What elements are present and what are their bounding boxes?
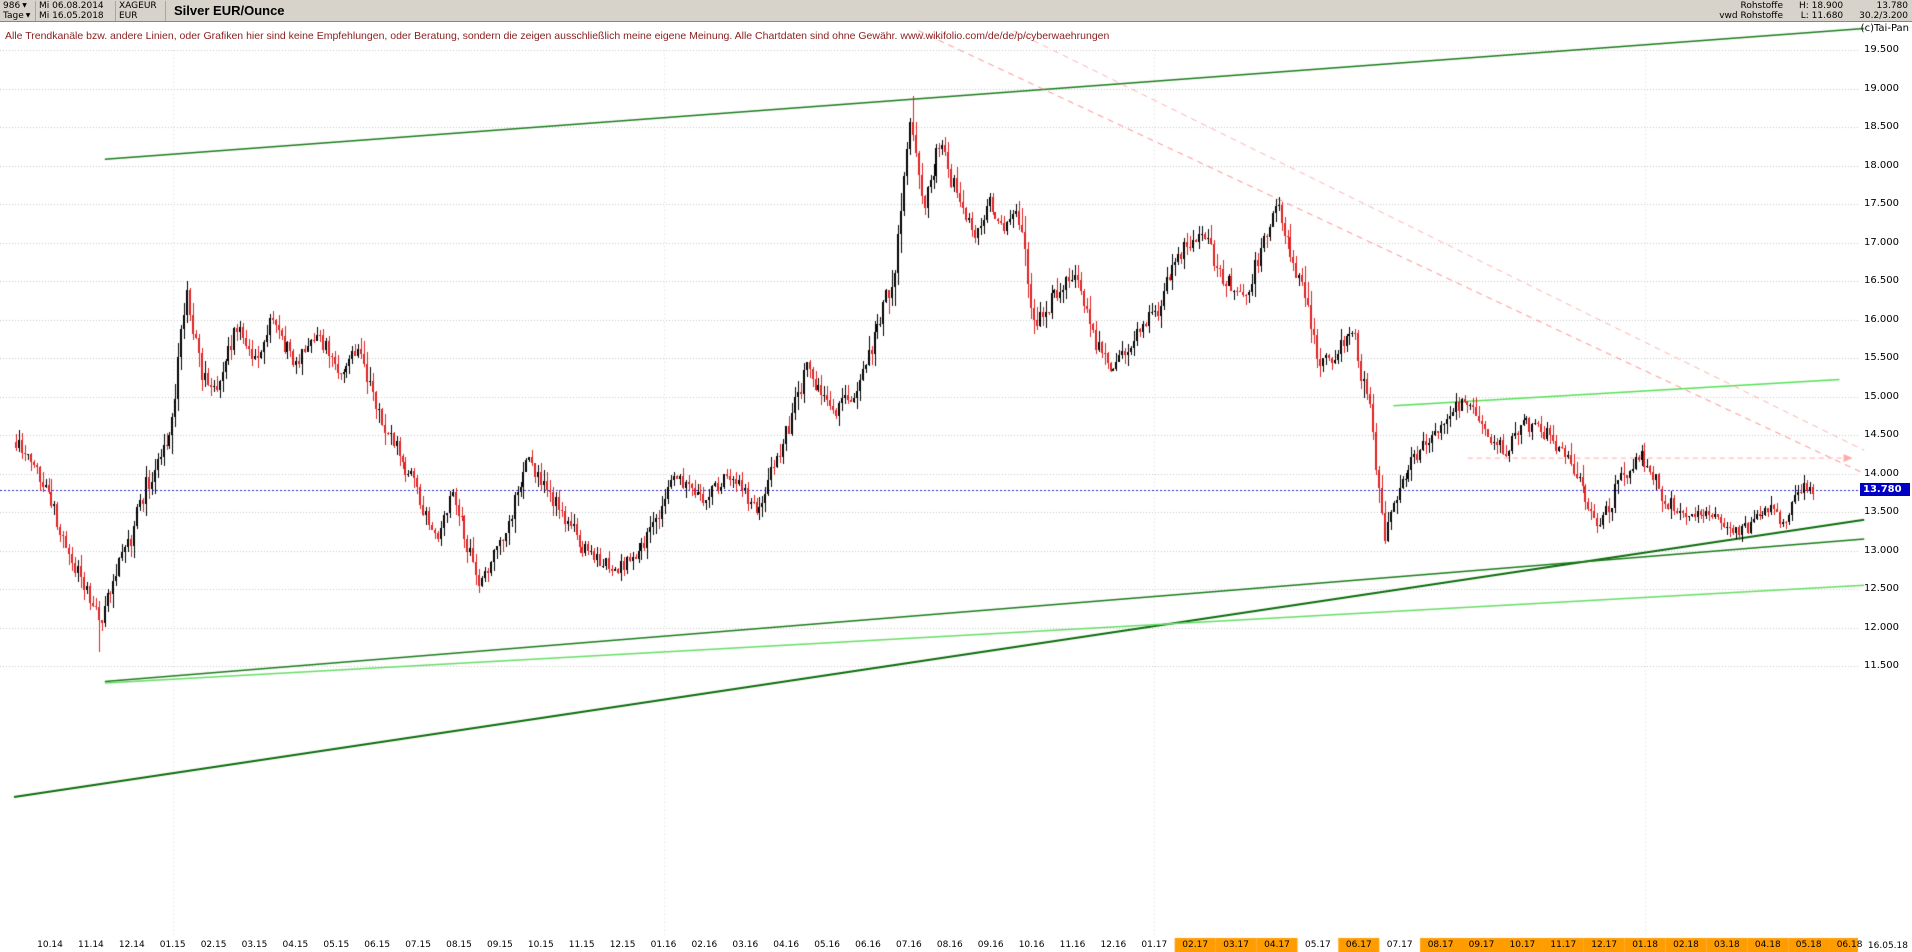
time-axis-label: 07.16 (896, 940, 922, 950)
copyright-label: (c)Tai-Pan (1860, 23, 1909, 34)
time-axis-label: 03.17 (1223, 940, 1249, 950)
start-date-value: Mi 06.08.2014 (39, 1, 104, 11)
time-axis-label: 06.18 (1836, 940, 1863, 950)
quote-info-cluster: Rohstoffe H: 18.900 13.780 vwd Rohstoffe… (1719, 0, 1912, 21)
time-axis-label: 01.16 (650, 940, 677, 950)
price-axis-tick: 16.000 (1864, 313, 1899, 325)
time-axis-label: 06.16 (855, 940, 881, 950)
end-date-field[interactable]: Mi 16.05.2018 (36, 11, 116, 21)
price-axis-tick: 12.000 (1864, 621, 1899, 633)
time-axis-label: 05.17 (1305, 940, 1331, 950)
price-axis-tick: 17.000 (1864, 236, 1899, 248)
price-axis-tick: 16.500 (1864, 275, 1899, 286)
time-axis-label: 04.16 (773, 940, 800, 950)
time-axis-label: 09.17 (1468, 940, 1495, 950)
low-value-label: L: 11.680 (1800, 11, 1844, 21)
time-axis-label: 04.15 (282, 940, 309, 950)
candlestick-chart-canvas[interactable] (0, 22, 1912, 952)
symbol-value: XAGEUR (119, 1, 157, 11)
time-axis-label: 05.15 (323, 940, 350, 950)
bars-count-select[interactable]: 986 ▼ (0, 1, 36, 11)
time-axis-label: 02.18 (1673, 940, 1699, 950)
time-axis-label: 07.15 (405, 940, 431, 950)
time-axis-label: 08.17 (1427, 940, 1454, 950)
period-select[interactable]: Tage ▼ (0, 11, 36, 21)
current-price-tag: 13.780 (1860, 483, 1910, 497)
price-axis-tick: 14.500 (1864, 429, 1899, 440)
price-axis-tick: 18.500 (1864, 121, 1899, 132)
time-axis-label: 04.18 (1754, 940, 1781, 950)
time-axis-label: 10.17 (1509, 940, 1536, 950)
currency-label: EUR (116, 11, 166, 21)
time-axis-label: 03.18 (1714, 940, 1740, 950)
time-axis-label: 08.16 (936, 940, 963, 950)
start-date-field[interactable]: Mi 06.08.2014 (36, 1, 116, 11)
time-axis-label: 06.17 (1345, 940, 1372, 950)
end-date-value: Mi 16.05.2018 (39, 11, 104, 21)
time-axis-label: 04.17 (1264, 940, 1290, 950)
time-axis-label: 07.17 (1386, 940, 1413, 950)
high-value-label: H: 18.900 (1799, 1, 1844, 11)
toolbar: 986 ▼ Mi 06.08.2014 XAGEUR Tage ▼ Mi 16.… (0, 0, 1912, 22)
time-axis-label: 10.14 (37, 940, 63, 950)
price-axis-tick: 12.500 (1864, 583, 1899, 594)
time-axis-label: 08.15 (446, 940, 472, 950)
disclaimer-text: Alle Trendkanäle bzw. andere Linien, ode… (5, 30, 1110, 42)
symbol-label: XAGEUR (116, 1, 166, 11)
data-feed-label: vwd Rohstoffe (1719, 11, 1783, 21)
last-price-label: 13.780 (1876, 1, 1909, 11)
time-axis-label: 11.15 (568, 940, 595, 950)
time-axis-label: 12.16 (1100, 940, 1127, 950)
time-axis-label: 10.16 (1018, 940, 1045, 950)
time-axis-label: 03.15 (241, 940, 268, 950)
time-axis-label: 01.18 (1632, 940, 1658, 950)
chart-area: Alle Trendkanäle bzw. andere Linien, ode… (0, 22, 1912, 952)
time-axis-label: 12.17 (1591, 940, 1618, 950)
time-axis-label: 11.14 (78, 940, 104, 950)
chart-title: Silver EUR/Ounce (174, 3, 285, 18)
time-axis-label: 10.15 (527, 940, 554, 950)
time-axis-label: 03.16 (732, 940, 759, 950)
last-date-label: 16.05.18 (1867, 941, 1908, 951)
price-axis-tick: 19.500 (1864, 44, 1899, 55)
bars-count-value: 986 (3, 1, 21, 11)
time-axis-label: 12.15 (609, 940, 636, 950)
time-axis-label: 05.16 (814, 940, 840, 950)
price-axis-tick: 11.500 (1864, 660, 1899, 671)
time-axis-label: 11.16 (1059, 940, 1086, 950)
price-axis-tick: 14.000 (1864, 467, 1899, 479)
price-axis-tick: 13.500 (1864, 506, 1899, 517)
time-axis-label: 11.17 (1550, 940, 1577, 950)
chart-settings-cluster: 986 ▼ Mi 06.08.2014 XAGEUR Tage ▼ Mi 16.… (0, 0, 166, 21)
time-axis-label: 02.17 (1182, 940, 1209, 950)
currency-value: EUR (119, 11, 138, 21)
price-axis-tick: 19.000 (1864, 82, 1899, 94)
time-axis-label: 09.15 (487, 940, 513, 950)
time-axis-label: 02.16 (691, 940, 718, 950)
time-axis-label: 06.15 (364, 940, 391, 950)
time-axis-label: 02.15 (200, 940, 227, 950)
chevron-down-icon: ▼ (22, 2, 27, 9)
time-axis-label: 01.15 (159, 940, 186, 950)
price-axis-tick: 15.500 (1864, 352, 1899, 363)
chevron-down-icon: ▼ (25, 12, 31, 19)
price-axis-tick: 17.500 (1864, 198, 1899, 209)
ratio-label: 30.2/3.200 (1859, 11, 1908, 21)
time-axis-label: 12.14 (118, 940, 145, 950)
instrument-group-label: Rohstoffe (1740, 1, 1783, 11)
period-value: Tage (3, 11, 24, 21)
price-axis-tick: 13.000 (1864, 544, 1899, 556)
time-axis-label: 01.17 (1141, 940, 1168, 950)
price-axis-tick: 15.000 (1864, 390, 1899, 402)
price-axis-tick: 18.000 (1864, 159, 1899, 171)
time-axis-label: 05.18 (1795, 940, 1822, 950)
time-axis-label: 09.16 (977, 940, 1004, 950)
